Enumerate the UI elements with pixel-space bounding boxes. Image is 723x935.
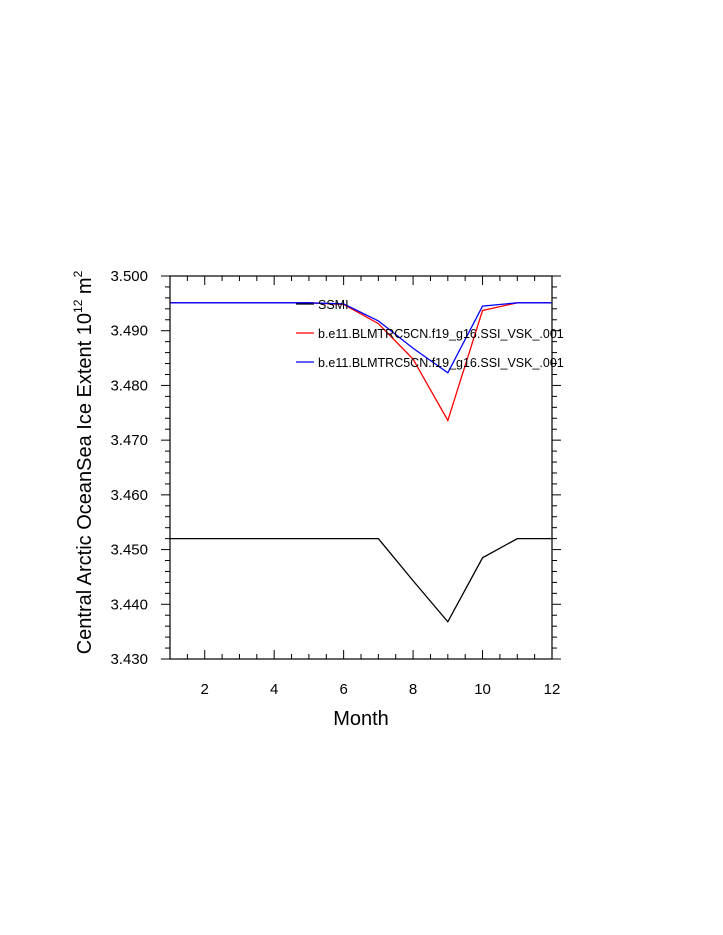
y-tick-label: 3.460 bbox=[110, 487, 148, 504]
legend: SSMI b.e11.BLMTRC5CN.f19_g16.SSI_VSK_.001… bbox=[296, 298, 564, 370]
x-tick-label: 2 bbox=[201, 681, 209, 698]
x-axis-label: Month bbox=[333, 708, 389, 730]
y-axis-label-main: Central Arctic OceanSea Ice Extent 10 bbox=[74, 313, 96, 654]
legend-label: SSMI bbox=[318, 298, 349, 312]
y-tick-label: 3.440 bbox=[110, 596, 148, 613]
y-tick-label: 3.450 bbox=[110, 542, 148, 559]
legend-label: b.e11.BLMTRC5CN.f19_g16.SSI_VSK_.001 bbox=[318, 327, 564, 341]
x-axis-ticks: 2 4 6 8 10 12 bbox=[169, 276, 561, 698]
x-tick-label: 8 bbox=[409, 681, 417, 698]
y-tick-label: 3.490 bbox=[110, 323, 148, 340]
y-axis-ticks: 3.430 3.440 3.450 3.460 3.470 3.480 3.490 3.500 bbox=[110, 268, 561, 668]
series-line-3 bbox=[170, 302, 552, 374]
x-tick-label: 10 bbox=[474, 681, 491, 698]
legend-label: b.e11.BLMTRC5CN.f19_g16.SSI_VSK_.001 bbox=[318, 356, 564, 370]
y-tick-label: 3.500 bbox=[110, 268, 148, 285]
series-line-1 bbox=[170, 537, 552, 623]
x-tick-label: 12 bbox=[544, 681, 561, 698]
y-tick-label: 3.430 bbox=[110, 651, 148, 668]
x-tick-label: 6 bbox=[339, 681, 347, 698]
y-axis-label-unit: m bbox=[74, 277, 96, 299]
y-axis-label-exponent: 12 bbox=[71, 299, 85, 313]
plot-lines bbox=[170, 302, 552, 623]
y-axis-label: Central Arctic OceanSea Ice Extent 1012 … bbox=[71, 270, 96, 654]
y-axis-label-unit-exponent: 2 bbox=[71, 270, 85, 277]
x-tick-label: 4 bbox=[270, 681, 278, 698]
y-tick-label: 3.480 bbox=[110, 377, 148, 394]
y-tick-label: 3.470 bbox=[110, 432, 148, 449]
